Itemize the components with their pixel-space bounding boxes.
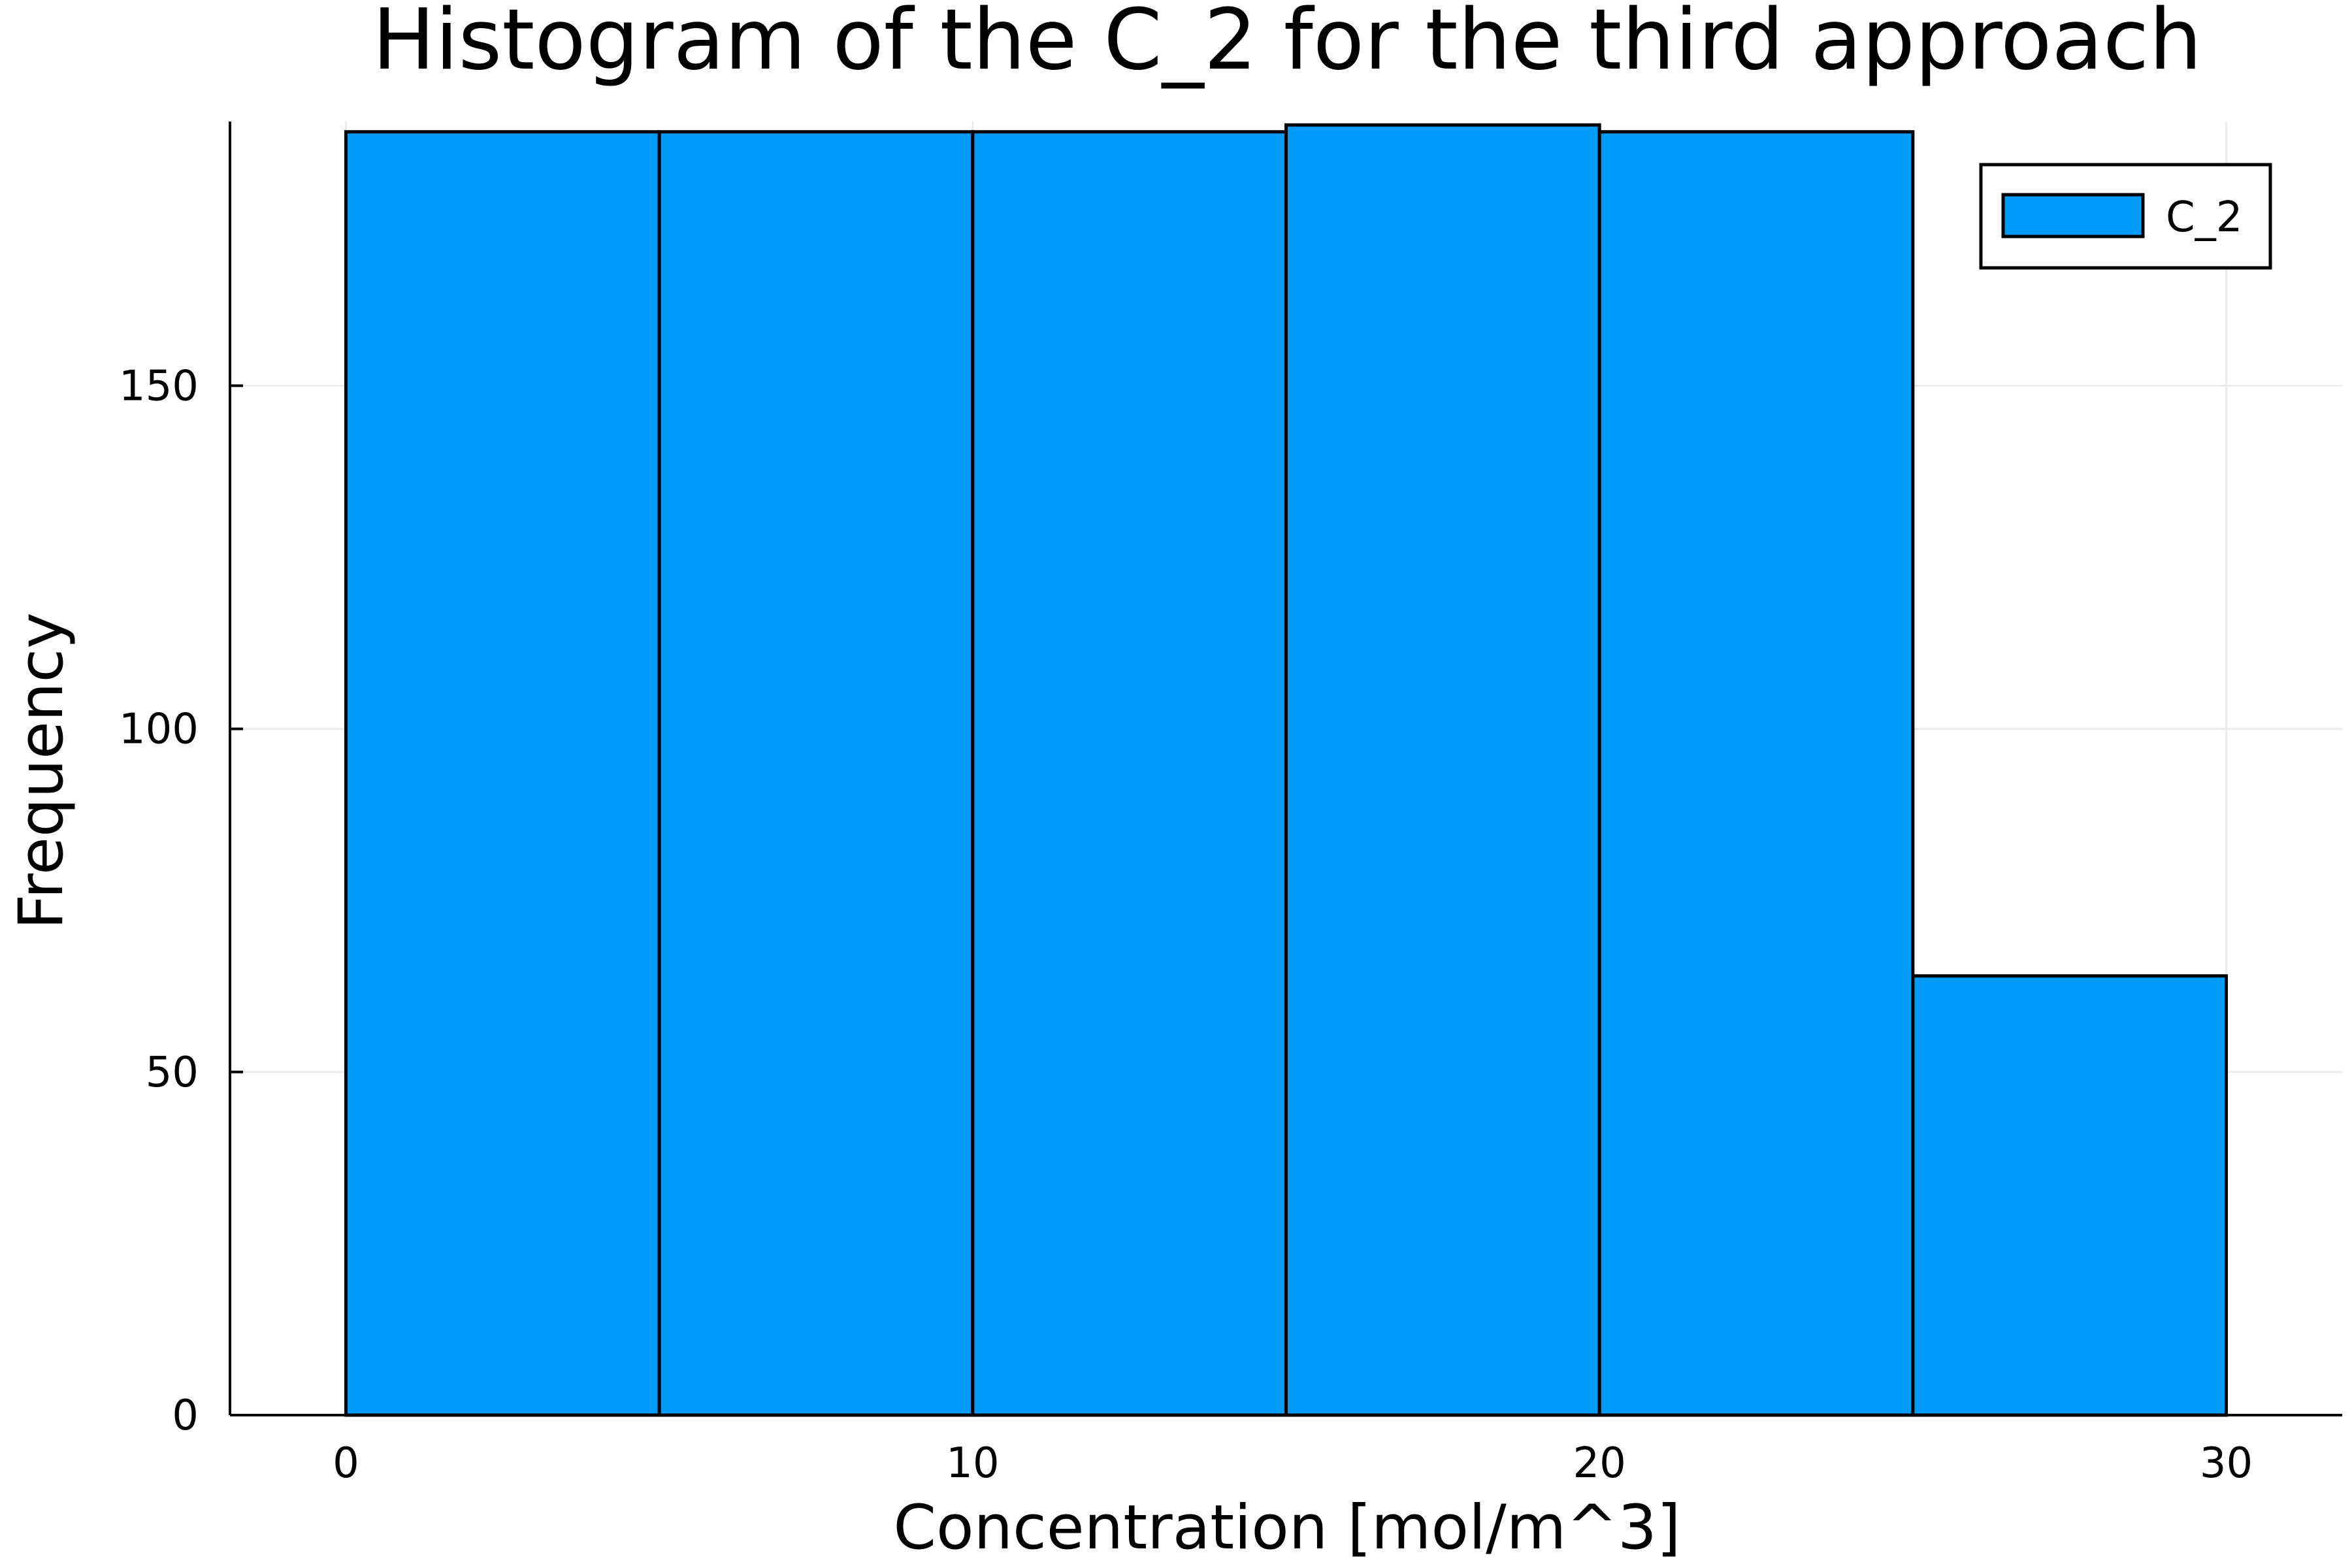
y-tick-label: 50 — [146, 1049, 199, 1097]
x-tick-label: 0 — [333, 1439, 359, 1488]
histogram-bar — [1911, 974, 2229, 1417]
histogram-bars — [344, 123, 2229, 1417]
histogram-bar — [344, 130, 661, 1417]
histogram-bar — [657, 130, 975, 1417]
chart-title: Histogram of the C_2 for the third appro… — [372, 0, 2202, 89]
histogram-bar — [971, 130, 1288, 1417]
y-tick-label: 150 — [119, 362, 199, 410]
y-tick-label: 0 — [172, 1392, 199, 1440]
x-axis-label: Concentration [mol/m^3] — [893, 1492, 1680, 1563]
axis-ticks: 0 10 20 30 0 50 100 150 — [119, 362, 2253, 1488]
y-tick-label: 100 — [119, 706, 199, 754]
axes — [229, 122, 2342, 1416]
legend-label: C_2 — [2166, 193, 2242, 242]
histogram-bar — [1597, 130, 1915, 1417]
y-axis-label: Frequency — [6, 612, 77, 930]
x-tick-label: 20 — [1573, 1439, 1625, 1488]
x-tick-label: 10 — [946, 1439, 999, 1488]
legend-swatch — [2001, 193, 2145, 238]
histogram-bar — [1284, 123, 1601, 1417]
legend: C_2 — [1979, 163, 2272, 270]
x-tick-label: 30 — [2200, 1439, 2253, 1488]
